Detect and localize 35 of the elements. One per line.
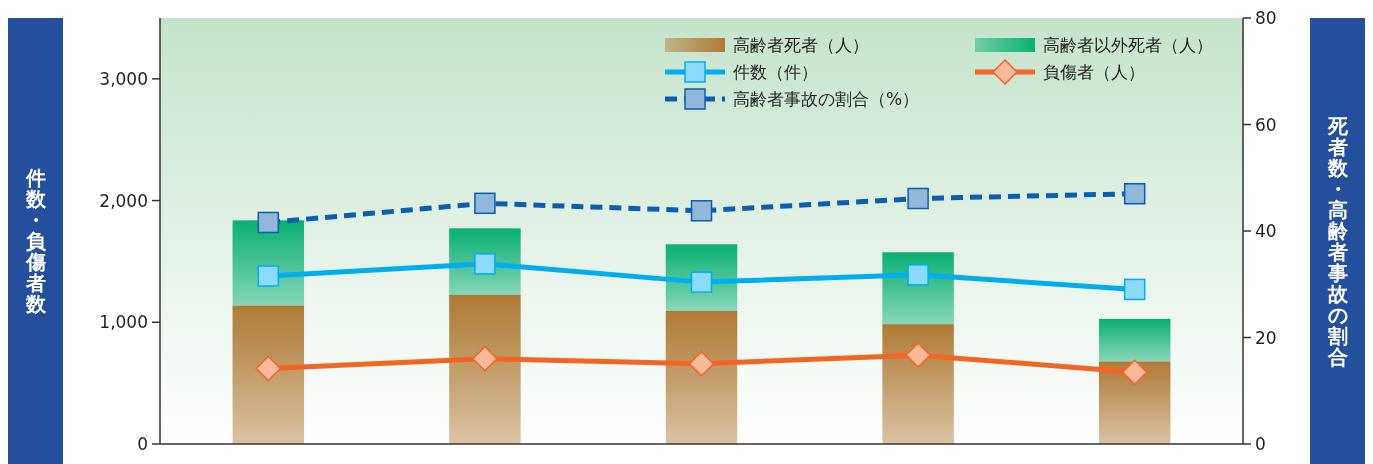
point: [255, 355, 282, 382]
point: [688, 350, 715, 377]
point: [472, 346, 498, 372]
point: [474, 192, 496, 215]
point: [1123, 182, 1146, 205]
legend-label: 件数（件）: [733, 62, 818, 82]
text: 死者数・高齢者事故の割合: [1327, 113, 1348, 369]
point: [907, 264, 929, 286]
point: [905, 342, 931, 368]
point: [690, 200, 713, 222]
point: [907, 187, 929, 210]
y-tick-label: 2,000: [99, 190, 148, 211]
y-tick-label: 0: [137, 434, 148, 454]
bar: [1098, 361, 1171, 444]
y2-tick-label: 40: [1255, 221, 1277, 241]
point: [1121, 359, 1148, 385]
point: [257, 211, 280, 234]
bar: [449, 294, 521, 444]
point: [1123, 278, 1146, 301]
legend-label: 負傷者（人）: [1043, 62, 1145, 82]
legend-label: 高齢者以外死者（人）: [1043, 35, 1213, 55]
bar: [232, 305, 305, 444]
legend-label: 高齢者死者（人）: [733, 35, 869, 55]
bar: [882, 324, 954, 444]
y-tick-label: 1,000: [99, 312, 148, 333]
y2-tick-label: 20: [1255, 327, 1277, 348]
y-tick-label: 3,000: [99, 68, 148, 89]
bar: [1098, 318, 1171, 362]
y2-tick-label: 60: [1255, 114, 1277, 135]
y2-tick-label: 80: [1255, 8, 1277, 28]
point: [257, 265, 280, 287]
legend-label: 高齢者事故の割合（%）: [733, 89, 920, 109]
y2-tick-label: 0: [1255, 434, 1266, 454]
bar: [665, 310, 738, 444]
y-axis-title: 件数・負傷者数: [24, 166, 47, 316]
